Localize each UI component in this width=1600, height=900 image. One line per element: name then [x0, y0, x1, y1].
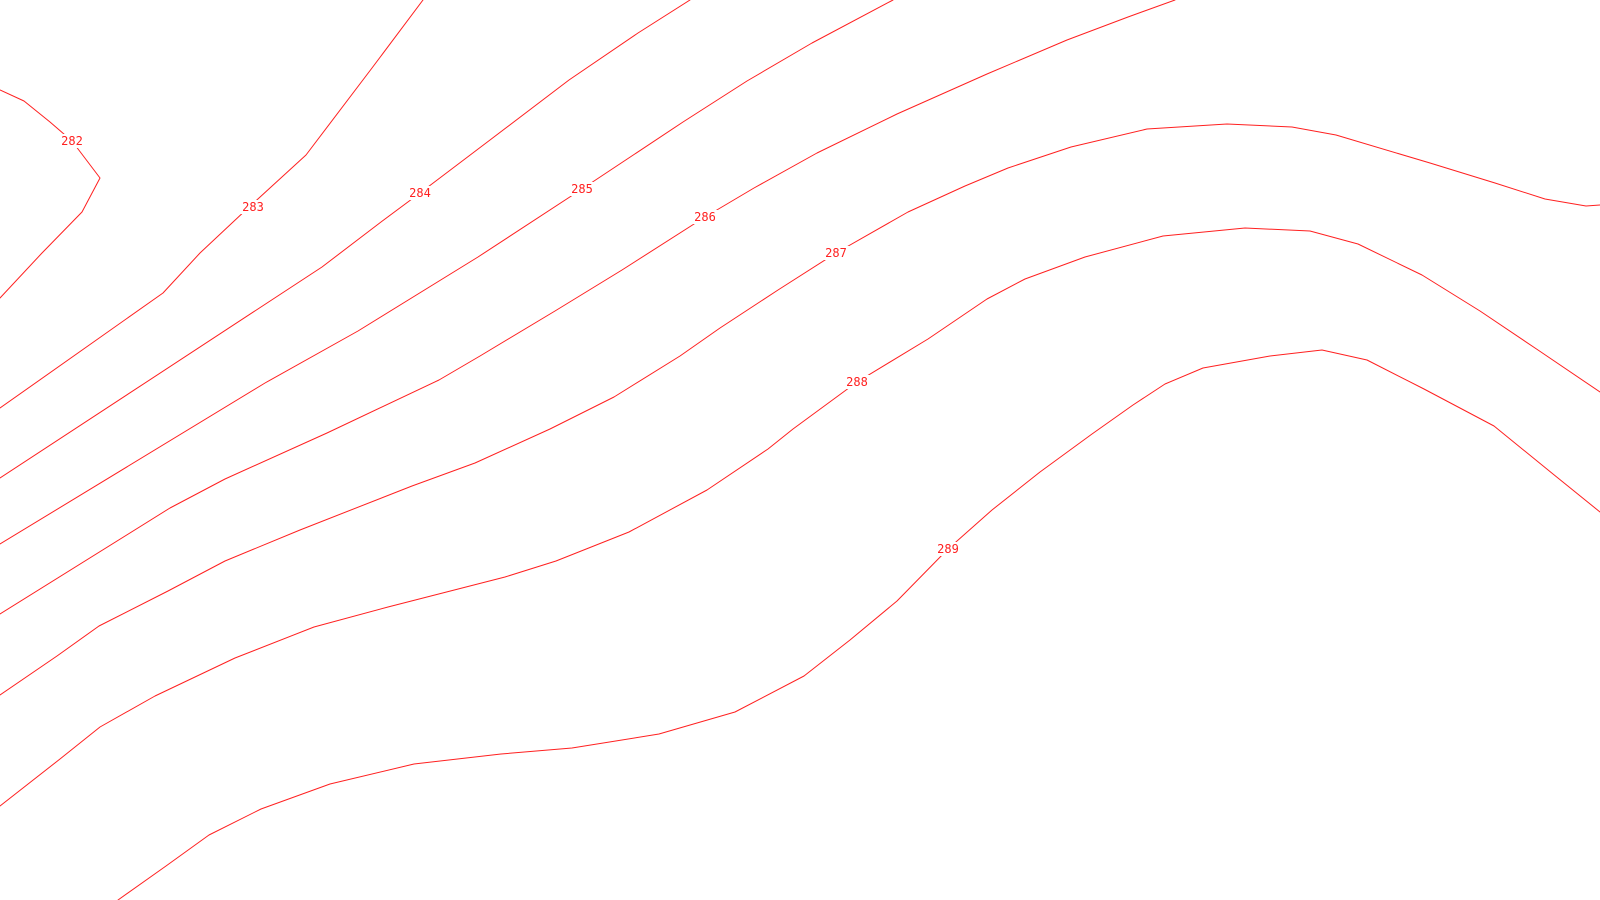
- contour-label-background: [844, 375, 870, 389]
- contour-label-286: 286: [694, 210, 716, 224]
- contour-label-background: [823, 246, 849, 260]
- contour-label-287: 287: [825, 246, 847, 260]
- contour-label-282: 282: [61, 134, 83, 148]
- contour-label-background: [59, 134, 85, 148]
- contour-line-284: [0, 0, 691, 479]
- contour-line-285: [0, 0, 894, 545]
- contour-label-283: 283: [242, 200, 264, 214]
- contour-line-283: [0, 0, 424, 409]
- contour-label-background: [569, 182, 595, 196]
- contour-line-288: [0, 227, 1600, 807]
- contour-line-286: [0, 0, 1176, 615]
- contour-label-background: [240, 200, 266, 214]
- contour-line-282: [0, 89, 101, 299]
- contour-label-background: [407, 186, 433, 200]
- contour-label-285: 285: [571, 182, 593, 196]
- contour-label-background: [935, 542, 961, 556]
- contour-label-289: 289: [937, 542, 959, 556]
- contour-line-289: [117, 349, 1600, 900]
- contour-label-284: 284: [409, 186, 431, 200]
- contour-label-background: [692, 210, 718, 224]
- contour-labels: 282 283 284 285 286 287 288 289: [59, 134, 961, 556]
- contour-label-288: 288: [846, 375, 868, 389]
